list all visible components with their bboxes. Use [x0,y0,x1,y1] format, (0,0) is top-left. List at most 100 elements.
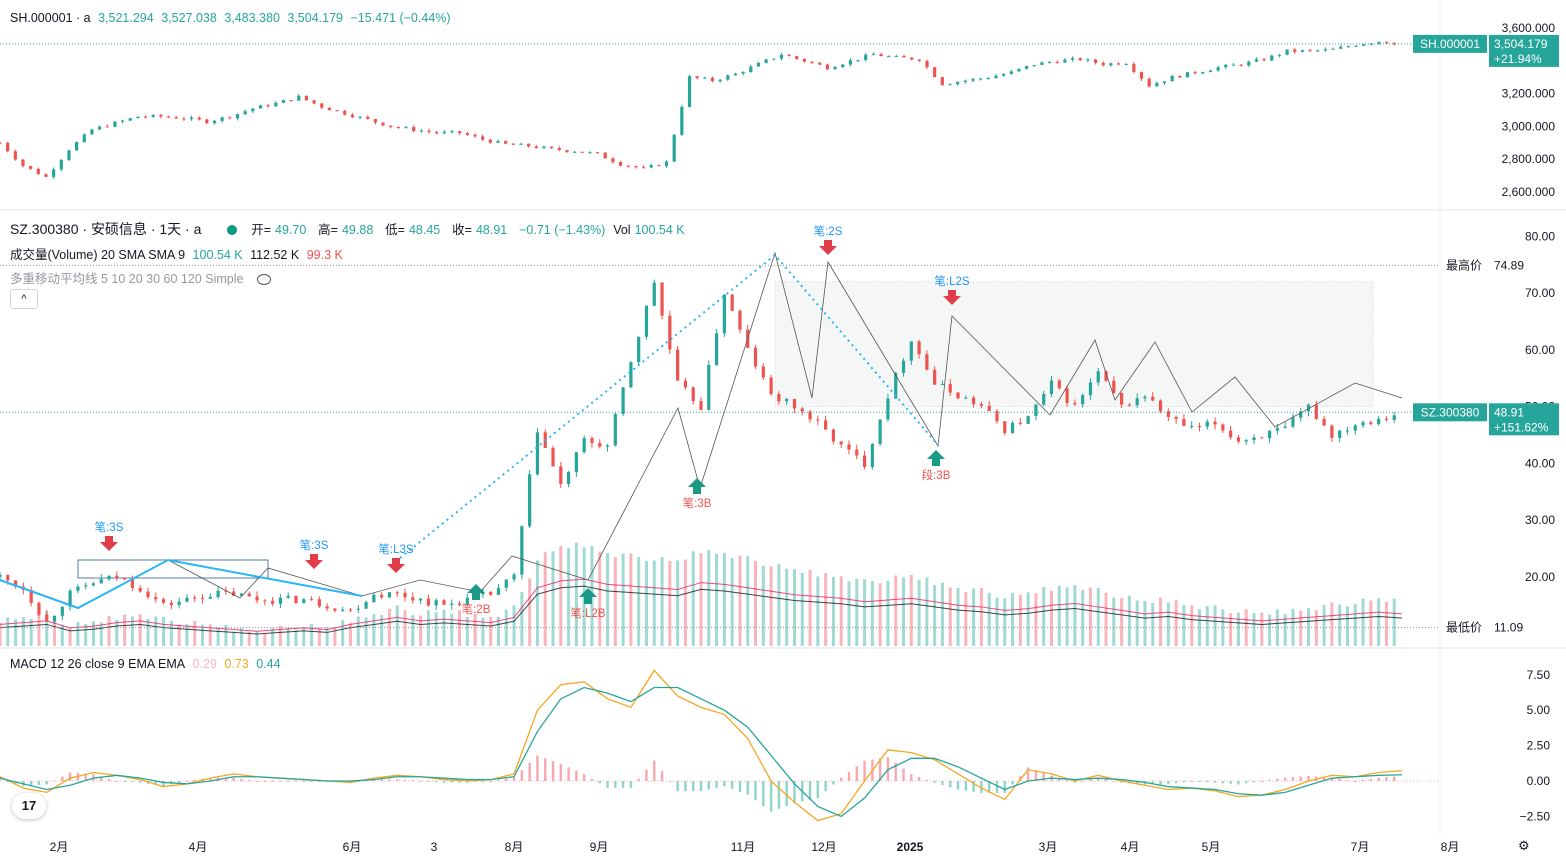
volume-legend-text[interactable]: 成交量(Volume) 20 SMA SMA 9 [10,248,186,262]
sh-index-candle [1262,59,1266,61]
sz-stock-candle [13,580,18,587]
volume-bar [987,592,991,646]
gear-icon[interactable]: ⚙ [1518,838,1530,853]
sh-index-candle [756,62,761,67]
sz-stock-candle [613,413,617,446]
volume-bar [138,614,142,646]
sh-index-candle [825,64,830,70]
macd-histogram-bar [1361,779,1365,781]
volume-bar [909,574,913,646]
volume-bar [933,585,937,646]
volume-bar [1205,605,1209,646]
sz-stock-candle [45,614,49,622]
volume-bar [1112,597,1116,646]
buy-signal-label: 笔:3B [683,496,712,510]
main-axis-tick: 20.00 [1525,570,1555,584]
macd-histogram-bar [84,773,87,781]
top-symbol-tag-text: SH.000001 [1420,37,1480,51]
buy-arrow-icon [927,450,945,466]
sh-index-candle [1308,50,1312,52]
volume-bar [333,627,337,646]
volume-bar [1322,604,1326,646]
top-change: −15.471 (−0.44%) [350,11,451,25]
macd-legend-text[interactable]: MACD 12 26 close 9 EMA EMA [10,657,186,671]
volume-bar [325,627,329,646]
buy-arrow-icon [688,478,706,494]
collapse-button[interactable]: ^ [10,289,38,309]
volume-bar [1120,598,1124,646]
sz-stock-candle [302,599,306,604]
eye-hidden-icon[interactable] [256,274,271,286]
volume-bar [247,631,251,646]
volume-bar [255,631,259,646]
high-value: 49.88 [341,223,374,237]
sz-stock-candle [1322,418,1326,426]
sz-stock-candle [1299,411,1303,418]
macd-histogram-bar [1097,777,1100,781]
sz-stock-candle [699,401,703,410]
sh-index-candle [925,60,929,68]
x-axis-tick: 12月 [811,840,836,854]
top-open: 3,521.294 [98,11,154,25]
close-label: 收= [452,223,472,237]
volume-bar [1353,603,1357,646]
sz-stock-candle [465,597,469,606]
sz-stock-candle [411,597,415,601]
main-symbol[interactable]: SZ.300380 · 安硕信息 · 1天 · a [10,221,202,237]
sh-index-candle [527,143,531,147]
sz-stock-candle [1120,393,1124,405]
volume-bar [1174,600,1178,646]
volume-bar [201,624,205,646]
volume-bar [543,552,547,646]
macd-histogram-bar [995,781,999,793]
volume-bar [1011,592,1015,646]
sz-stock-candle [457,603,462,606]
sz-stock-candle [1205,421,1209,427]
macd-axis-tick: 2.50 [1527,739,1551,753]
x-axis-tick: 7月 [1351,840,1370,854]
sh-index-candle [1032,64,1036,66]
sh-index-candle [458,131,462,134]
sz-stock-candle [395,592,399,594]
main-symbol-tag [1413,403,1487,422]
macd-histogram-bar [286,781,290,782]
macd-histogram-bar [987,781,991,793]
macd-histogram-bar [271,781,274,782]
buy-arrow-icon [579,588,597,604]
volume-bar [715,553,719,646]
macd-histogram-bar [785,781,788,806]
volume-bar [1236,612,1240,646]
volume-bar [1377,598,1381,646]
volume-bar [1143,601,1147,646]
volume-bar [792,569,796,646]
sz-stock-candle [489,591,493,595]
sh-index-candle [917,59,921,61]
tradingview-logo[interactable]: 17 [12,793,46,819]
sh-index-candle [749,66,753,73]
volume-bar [683,559,687,646]
open-label: 开= [251,223,271,237]
sh-index-candle [212,120,217,124]
buy-signal-label: 笔:L2B [570,606,605,620]
top-symbol-tag [1413,34,1487,53]
sz-stock-candle [403,592,407,598]
sz-stock-candle [637,336,641,363]
sh-index-candle [1055,62,1059,64]
macd-histogram-bar [559,764,562,781]
sh-index-candle [151,114,155,117]
ma-legend-text[interactable]: 多重移动平均线 5 10 20 30 60 120 Simple [10,272,244,286]
sh-index-candle [29,165,33,169]
sz-stock-candle [1088,382,1093,396]
macd-histogram-bar [29,781,33,786]
sh-index-candle [764,59,768,63]
sz-stock-candle [130,579,135,588]
volume-bar [995,597,999,646]
sz-stock-candle [208,596,212,599]
macd-histogram-bar [762,781,765,806]
macd-histogram-bar [1112,781,1116,782]
sh-index-candle [680,106,684,135]
macd-histogram-bar [715,781,718,788]
macd-histogram-bar [458,781,461,783]
macd-histogram-bar [209,777,212,781]
